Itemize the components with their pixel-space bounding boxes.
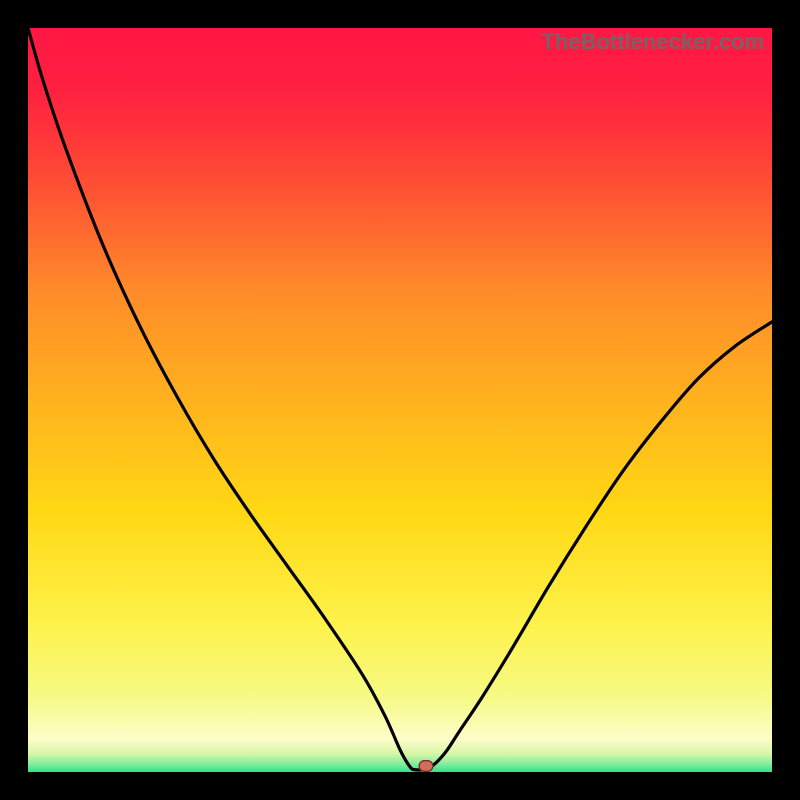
curve-layer — [28, 28, 772, 772]
watermark-text: TheBottlenecker.com — [541, 29, 764, 55]
chart-frame: TheBottlenecker.com — [0, 0, 800, 800]
optimum-marker — [419, 760, 434, 772]
plot-area — [28, 28, 772, 772]
gradient-background — [28, 28, 772, 772]
